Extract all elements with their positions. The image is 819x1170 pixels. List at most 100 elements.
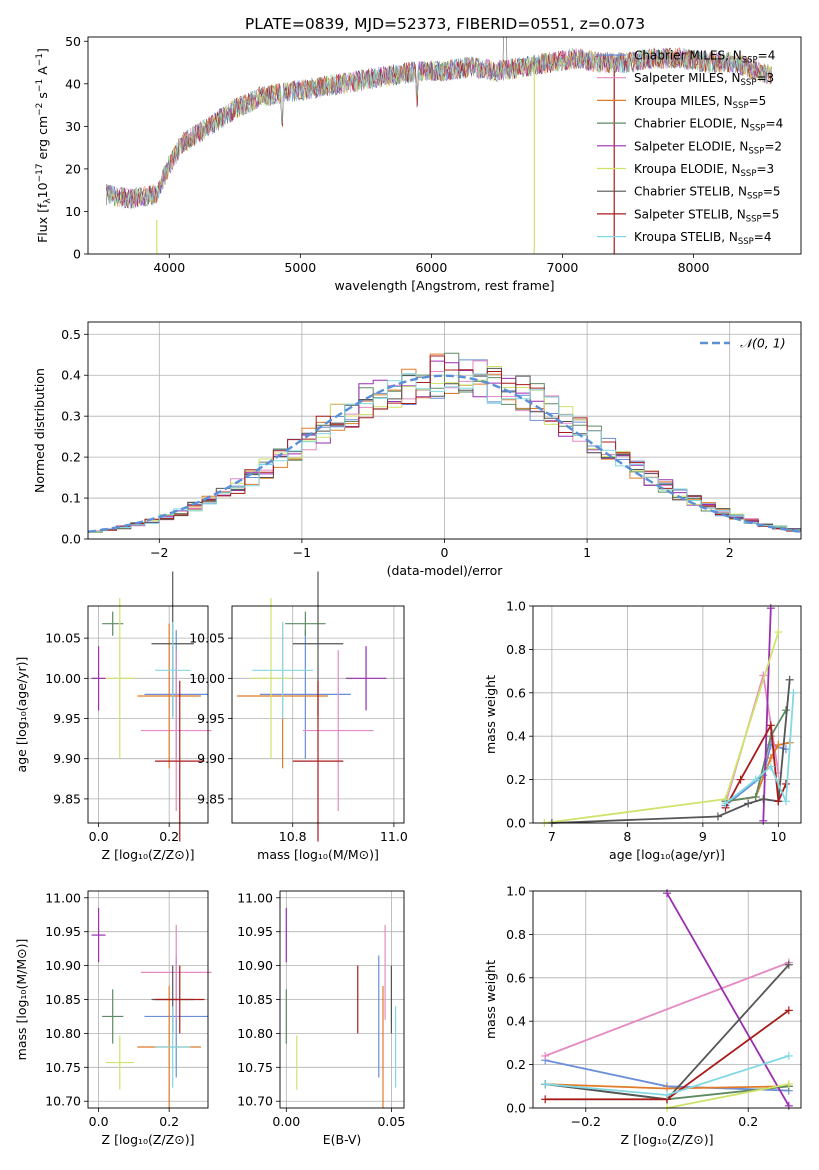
y-tick-label: 0.4 [506, 1014, 526, 1029]
legend-rest: =4 [758, 49, 776, 63]
y-tick-label: 0.2 [61, 450, 81, 465]
weight-line [666, 892, 790, 1107]
panel-spectrum: 4000 5000 6000 7000 8000 0 10 20 30 40 50 wavelengt… [35, 34, 802, 293]
x-tick-label: 11.0 [380, 829, 408, 844]
x-axis-label: wavelength [Angstrom, rest frame] [334, 278, 554, 293]
legend-entry: Salpeter STELIB, NSSP=5 [634, 207, 779, 224]
x-tick-label: 6000 [415, 260, 447, 275]
legend-sub: SSP [750, 124, 766, 134]
y-tick-label: 20 [65, 161, 81, 176]
y-axis-label: age [log₁₀(age/yr)] [14, 657, 29, 773]
weight-line [551, 679, 791, 824]
y-tick-label: 0.2 [506, 1057, 526, 1072]
y-tick-label: 0.4 [61, 368, 81, 383]
legend-sub: SSP [741, 78, 757, 88]
legend-sub: SSP [747, 192, 763, 202]
spectrum-line [106, 47, 772, 208]
y-tick-label: 30 [65, 119, 81, 134]
axes-frame [87, 321, 802, 540]
x-axis-label: Z [log₁₀(Z/Z⊙)] [102, 847, 195, 862]
y-tick-label: 9.90 [53, 751, 81, 766]
y-tick-label: 0.2 [506, 772, 526, 787]
axes-frame [279, 890, 405, 1109]
y-tick-label: 9.95 [53, 711, 81, 726]
legend-sub: SSP [746, 214, 762, 224]
y-tick-label: 10.95 [237, 924, 273, 939]
x-axis-label: age [log₁₀(age/yr)] [609, 847, 725, 862]
x-tick-label: 5000 [284, 260, 316, 275]
legend-sub: SSP [733, 101, 749, 111]
x-axis-label: (data-model)/error [387, 563, 504, 578]
y-tick-label: 10.05 [45, 631, 81, 646]
legend-sub: SSP [748, 146, 764, 156]
legend-rest: =5 [762, 207, 780, 221]
x-tick-label: 0.0 [89, 1114, 109, 1129]
figure-title: PLATE=0839, MJD=52373, FIBERID=0551, z=0… [245, 15, 645, 33]
x-tick-label: −2 [150, 545, 168, 560]
legend-rest: =4 [754, 230, 772, 244]
x-tick-label: 10 [770, 829, 786, 844]
x-axis-label: Z [log₁₀(Z/Z⊙)] [621, 1132, 714, 1147]
y-tick-label: 1.0 [506, 599, 526, 614]
y-tick-label: 9.90 [197, 751, 225, 766]
y-tick-label: 0.8 [506, 642, 526, 657]
panel-residuals: −2 −1 0 1 2 0.0 0.1 0.2 0.3 0.4 0.5 (data-model)/er… [32, 321, 802, 578]
y-tick-label: 0.6 [506, 970, 526, 985]
y-tick-label: 10.90 [237, 958, 273, 973]
y-axis-label: mass weight [483, 960, 498, 1039]
y-tick-label: 10.80 [45, 1026, 81, 1041]
spectrum-line [106, 48, 772, 208]
y-tick-label: 10.85 [45, 992, 81, 1007]
x-tick-label: 4000 [153, 260, 185, 275]
y-tick-label: 10.75 [45, 1060, 81, 1075]
legend-entry: Chabrier MILES, NSSP=4 [634, 49, 775, 66]
panel-weight-vs-Z: −0.2 0.0 0.2 0.0 0.2 0.4 0.6 0.8 1.0 mass weight Z… [483, 884, 802, 1147]
y-tick-label: 11.00 [45, 890, 81, 905]
legend-sub: SSP [741, 169, 757, 179]
legend-entry: 𝒩(0, 1) [740, 336, 786, 351]
weight-line [666, 1083, 789, 1109]
y-tick-label: 0.3 [61, 409, 81, 424]
y-tick-label: 11.00 [237, 890, 273, 905]
y-tick-label: 10.75 [237, 1060, 273, 1075]
x-tick-label: 7000 [547, 260, 579, 275]
x-tick-label: 0.05 [377, 1114, 405, 1129]
y-tick-label: 10 [65, 204, 81, 219]
weight-line [544, 631, 780, 824]
weight-line [762, 608, 772, 821]
legend-rest: =2 [764, 139, 782, 153]
x-tick-label: 0 [441, 545, 449, 560]
legend-rest: =3 [756, 162, 774, 176]
x-axis-label: mass [log₁₀(M/M⊙)] [257, 847, 379, 862]
y-tick-label: 0.8 [506, 927, 526, 942]
gaussian-curve [87, 374, 802, 533]
x-tick-label: 0.0 [657, 1114, 677, 1129]
legend-entry: Chabrier STELIB, NSSP=5 [634, 185, 781, 202]
x-tick-label: 9 [699, 829, 707, 844]
y-tick-label: 10.95 [45, 924, 81, 939]
legend-sub: SSP [742, 56, 758, 66]
x-tick-label: 0.2 [738, 1114, 758, 1129]
panel-mass-vs-ebv: 0.00 0.05 10.70 10.75 10.80 10.85 10.90 10.95 11… [237, 890, 405, 1147]
x-tick-label: 0.2 [159, 829, 179, 844]
legend-sub: SSP [738, 237, 754, 247]
y-tick-label: 0.6 [506, 685, 526, 700]
legend-entry: Salpeter MILES, NSSP=3 [634, 71, 774, 88]
y-tick-label: 0.1 [61, 491, 81, 506]
x-tick-label: −1 [293, 545, 311, 560]
y-tick-label: 0.4 [506, 729, 526, 744]
y-tick-label: 10.00 [189, 671, 225, 686]
y-tick-label: 1.0 [506, 884, 526, 899]
x-tick-label: 7 [548, 829, 556, 844]
legend-entry: Chabrier ELODIE, NSSP=4 [634, 117, 783, 134]
axes-frame [532, 890, 802, 1109]
residual-histogram [88, 373, 801, 539]
x-tick-label: −0.2 [571, 1114, 601, 1129]
axes-frame [87, 36, 802, 255]
legend-rest: =4 [766, 117, 784, 131]
weight-line [544, 961, 790, 1057]
y-axis-label: mass weight [483, 675, 498, 754]
axes-frame [532, 605, 802, 824]
legend-entry: Kroupa ELODIE, NSSP=3 [634, 162, 774, 179]
legend-rest: =5 [749, 94, 767, 108]
